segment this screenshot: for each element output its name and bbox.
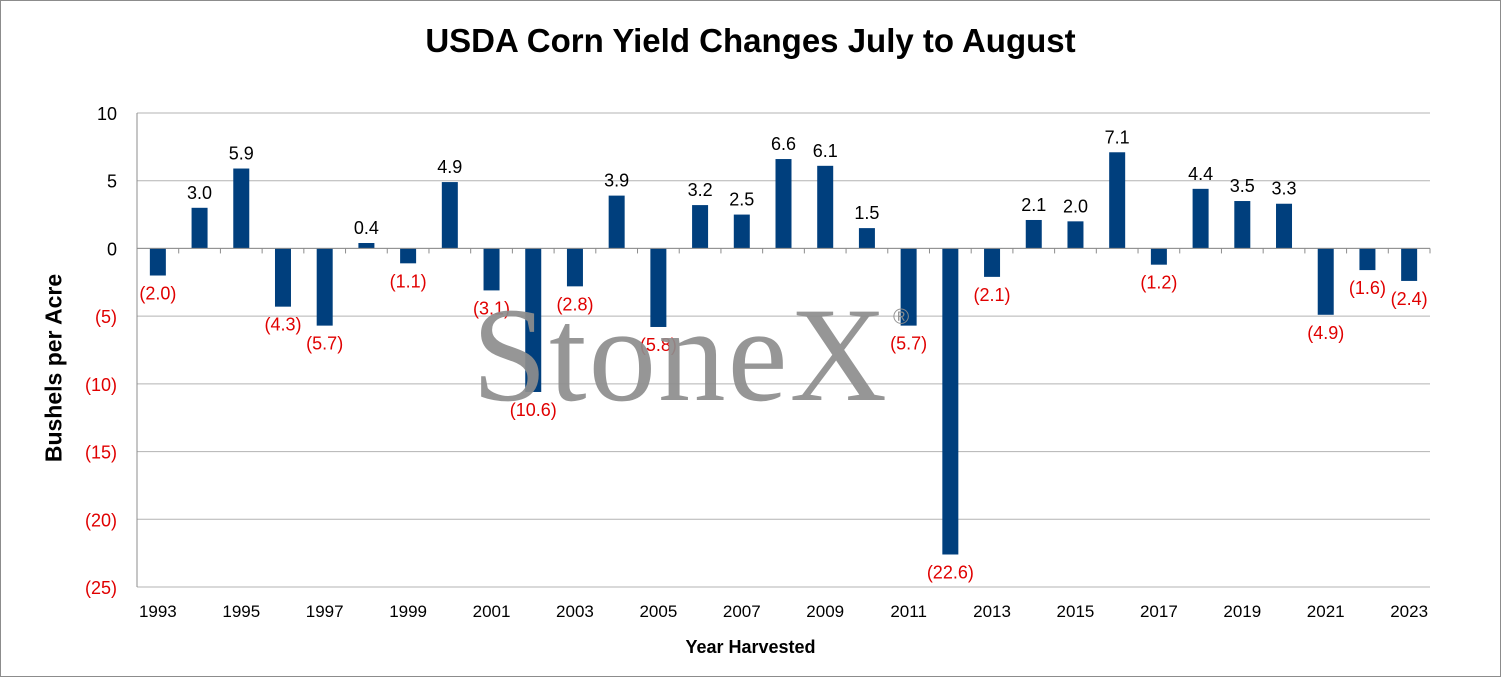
data-label: 3.2	[688, 180, 713, 200]
x-tick-label: 1993	[139, 602, 177, 621]
data-label: (3.1)	[473, 298, 510, 318]
x-tick-label: 2001	[473, 602, 511, 621]
bar	[233, 168, 250, 249]
data-label: 7.1	[1105, 127, 1130, 147]
bar	[1192, 188, 1209, 249]
bar	[984, 248, 1001, 277]
bar	[1401, 248, 1418, 281]
bar	[608, 195, 625, 249]
bar	[1234, 201, 1251, 249]
y-tick-label: (10)	[85, 375, 117, 395]
data-label: (10.6)	[510, 400, 557, 420]
data-label: 0.4	[354, 218, 379, 238]
x-tick-label: 2017	[1140, 602, 1178, 621]
x-tick-label: 2023	[1390, 602, 1428, 621]
data-label: (2.0)	[139, 284, 176, 304]
bar	[1109, 152, 1126, 249]
x-tick-label: 2009	[806, 602, 844, 621]
bar	[316, 248, 333, 326]
data-label: 4.9	[437, 157, 462, 177]
bar	[1067, 221, 1084, 249]
bar	[1317, 248, 1334, 315]
bar	[942, 248, 959, 555]
y-tick-label: (5)	[95, 307, 117, 327]
bar	[650, 248, 667, 327]
data-label: 4.4	[1188, 164, 1213, 184]
bar	[441, 182, 458, 249]
bar	[566, 248, 583, 287]
data-label: (4.9)	[1307, 323, 1344, 343]
x-axis-title: Year Harvested	[685, 637, 816, 657]
bar	[483, 248, 500, 291]
data-label: (2.8)	[556, 294, 593, 314]
data-label: (2.1)	[974, 285, 1011, 305]
bar	[1025, 219, 1042, 249]
bar	[858, 228, 875, 249]
data-label: 3.0	[187, 183, 212, 203]
bar	[400, 248, 417, 264]
data-label: (2.4)	[1391, 289, 1428, 309]
x-tick-label: 1999	[389, 602, 427, 621]
data-label: (5.7)	[306, 334, 343, 354]
data-label: (1.2)	[1140, 273, 1177, 293]
bar	[525, 248, 542, 392]
x-tick-label: 2007	[723, 602, 761, 621]
data-label: 6.1	[813, 141, 838, 161]
data-label: 2.0	[1063, 196, 1088, 216]
bar	[191, 207, 208, 249]
data-label: (5.8)	[640, 335, 677, 355]
data-label: (1.6)	[1349, 278, 1386, 298]
bar	[775, 159, 792, 249]
registered-mark: ®	[893, 304, 910, 329]
x-tick-label: 2019	[1223, 602, 1261, 621]
x-tick-label: 2015	[1057, 602, 1095, 621]
bar	[358, 243, 375, 249]
data-label: 2.5	[729, 190, 754, 210]
bar	[149, 248, 166, 276]
x-tick-label: 2021	[1307, 602, 1345, 621]
bar	[733, 214, 750, 249]
x-tick-label: 2003	[556, 602, 594, 621]
bar	[692, 205, 709, 249]
data-label: (22.6)	[927, 562, 974, 582]
x-tick-label: 2013	[973, 602, 1011, 621]
stonex-watermark-logo: StoneX ®	[472, 288, 909, 423]
x-tick-label: 1995	[222, 602, 260, 621]
data-label: 3.5	[1230, 176, 1255, 196]
data-label: 5.9	[229, 144, 254, 164]
bar	[900, 248, 917, 326]
data-label: (5.7)	[890, 334, 927, 354]
x-tick-label: 2005	[639, 602, 677, 621]
y-tick-label: (15)	[85, 443, 117, 463]
bar	[817, 165, 834, 249]
chart-title: USDA Corn Yield Changes July to August	[425, 22, 1076, 59]
y-tick-label: 0	[107, 239, 117, 259]
y-tick-label: (20)	[85, 510, 117, 530]
data-label: 1.5	[854, 203, 879, 223]
data-label: 6.6	[771, 134, 796, 154]
data-label: 3.9	[604, 171, 629, 191]
bar	[274, 248, 291, 307]
y-tick-label: (25)	[85, 578, 117, 598]
watermark-text: StoneX	[472, 281, 889, 430]
bar	[1276, 203, 1293, 249]
data-label: (4.3)	[264, 315, 301, 335]
data-label: 2.1	[1021, 195, 1046, 215]
y-tick-label: 5	[107, 172, 117, 192]
x-tick-label: 1997	[306, 602, 344, 621]
data-label: 3.3	[1272, 179, 1297, 199]
data-label: (1.1)	[390, 271, 427, 291]
y-tick-label: 10	[97, 104, 117, 124]
bar	[1150, 248, 1167, 265]
x-tick-label: 2011	[890, 602, 927, 621]
bar	[1359, 248, 1376, 271]
